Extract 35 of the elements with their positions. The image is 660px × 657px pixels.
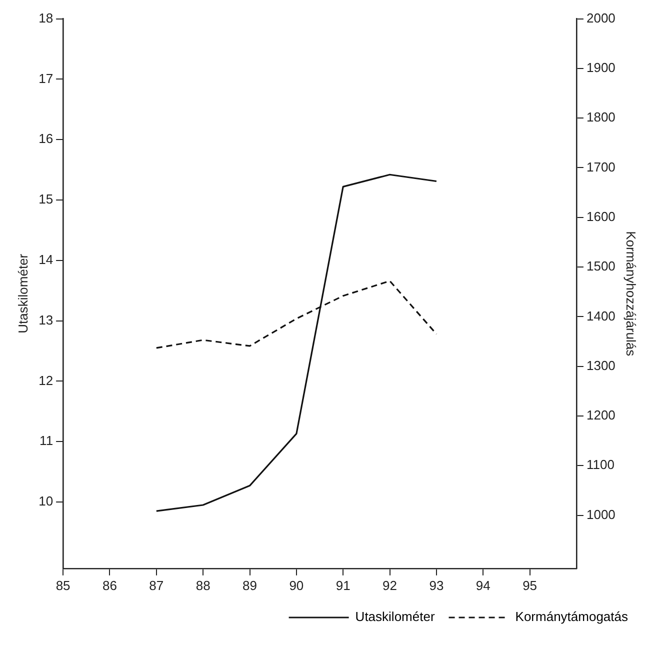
- y2-tick-label: 1800: [586, 110, 616, 125]
- y-tick-label: 15: [38, 192, 54, 207]
- x-tick-label: 87: [149, 578, 164, 593]
- y2-tick-label: 2000: [586, 10, 616, 26]
- y-tick-label: 17: [38, 70, 54, 86]
- x-tick-label: 85: [56, 578, 70, 593]
- y-axis-title: Utaskilométer: [15, 253, 30, 334]
- y2-tick-label: 1900: [586, 60, 616, 76]
- y2-tick-label: 1400: [586, 308, 616, 324]
- legend-label: Kormánytámogatás: [515, 609, 628, 624]
- x-tick-label: 89: [242, 578, 257, 593]
- y2-axis-title: Kormányhozzájárulás: [624, 231, 639, 357]
- y-tick-label: 10: [38, 494, 54, 509]
- y-tick-label: 14: [38, 252, 54, 267]
- y-tick-label: 11: [40, 433, 54, 448]
- y-tick-label: 13: [38, 312, 54, 328]
- x-tick-label: 94: [476, 578, 490, 593]
- x-tick-label: 95: [522, 578, 538, 593]
- y2-tick-label: 1700: [586, 159, 616, 174]
- y2-tick-label: 1100: [586, 457, 614, 472]
- y2-tick-label: 1200: [586, 408, 616, 423]
- y-tick-label: 18: [38, 10, 54, 26]
- y2-tick-label: 1500: [586, 258, 616, 274]
- y2-tick-label: 1000: [586, 506, 616, 522]
- y2-tick-label: 1300: [586, 358, 616, 373]
- y-tick-label: 12: [38, 372, 54, 388]
- legend-label: Utaskilométer: [355, 609, 436, 624]
- x-tick-label: 91: [336, 578, 350, 593]
- y2-tick-label: 1600: [586, 208, 616, 224]
- x-tick-label: 86: [102, 578, 117, 593]
- x-tick-label: 92: [382, 578, 398, 593]
- x-tick-label: 90: [289, 578, 304, 593]
- y-tick-label: 16: [38, 131, 54, 146]
- x-tick-label: 88: [196, 578, 210, 593]
- x-tick-label: 93: [429, 578, 444, 593]
